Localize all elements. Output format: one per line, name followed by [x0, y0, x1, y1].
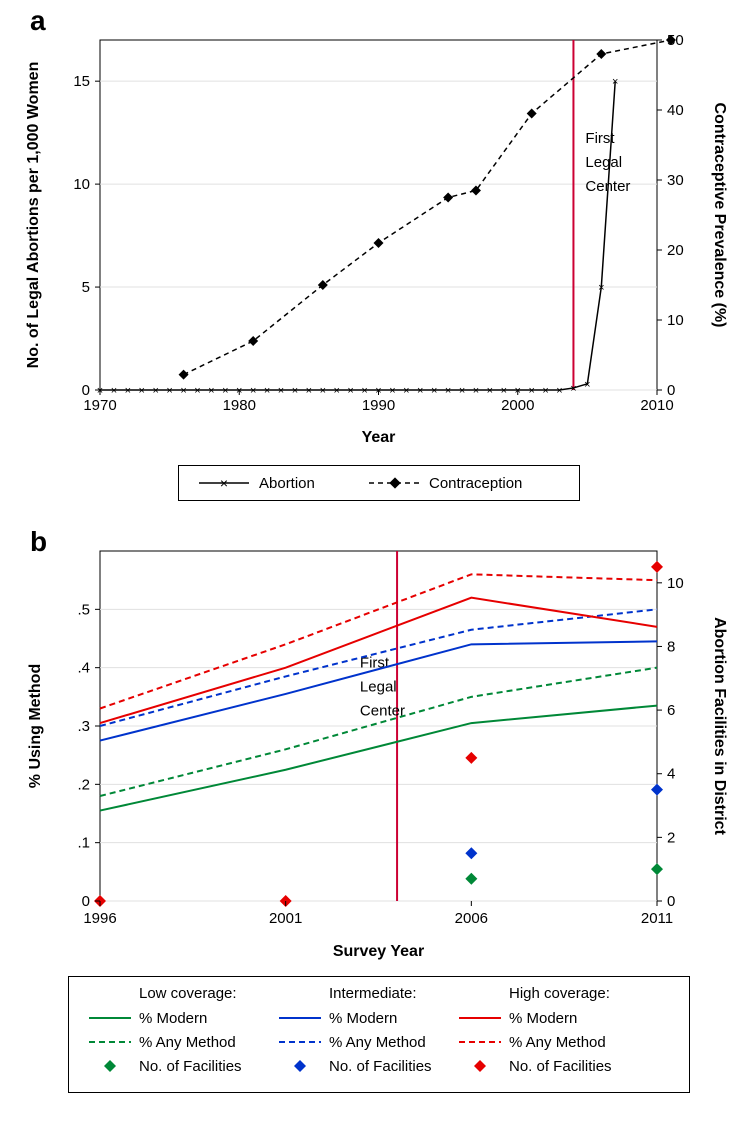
svg-text:10: 10 [73, 176, 90, 193]
svg-text:0: 0 [667, 382, 675, 399]
svg-text:Abortion: Abortion [259, 475, 315, 492]
svg-text:0: 0 [667, 893, 675, 910]
svg-text:4: 4 [667, 766, 675, 783]
svg-text:×: × [528, 385, 534, 397]
svg-text:1996: 1996 [83, 910, 116, 927]
svg-text:10: 10 [667, 575, 684, 592]
svg-text:×: × [612, 76, 618, 88]
svg-text:Legal: Legal [585, 154, 622, 171]
svg-text:30: 30 [667, 172, 684, 189]
svg-text:Intermediate:: Intermediate: [329, 985, 417, 1002]
svg-text:×: × [361, 385, 367, 397]
svg-text:×: × [389, 385, 395, 397]
svg-text:×: × [180, 385, 186, 397]
svg-text:2000: 2000 [501, 397, 534, 414]
svg-text:×: × [292, 385, 298, 397]
svg-text:×: × [139, 385, 145, 397]
svg-text:High coverage:: High coverage: [509, 985, 610, 1002]
svg-text:0: 0 [82, 893, 90, 910]
svg-text:% Using Method: % Using Method [27, 664, 44, 788]
svg-text:.4: .4 [77, 660, 90, 677]
svg-text:20: 20 [667, 242, 684, 259]
svg-text:1970: 1970 [83, 397, 116, 414]
svg-text:0: 0 [82, 382, 90, 399]
svg-text:×: × [320, 385, 326, 397]
svg-text:1980: 1980 [223, 397, 256, 414]
svg-text:8: 8 [667, 638, 675, 655]
svg-text:×: × [306, 385, 312, 397]
svg-text:No. of Facilities: No. of Facilities [509, 1058, 612, 1075]
svg-text:×: × [222, 385, 228, 397]
svg-text:×: × [152, 385, 158, 397]
svg-text:40: 40 [667, 102, 684, 119]
svg-text:1990: 1990 [362, 397, 395, 414]
panel-a-label: a [30, 5, 46, 37]
svg-text:×: × [417, 385, 423, 397]
svg-text:×: × [487, 385, 493, 397]
svg-text:×: × [431, 385, 437, 397]
panel-b: b FirstLegalCenter1996200120062011Survey… [10, 531, 737, 1103]
svg-text:×: × [473, 385, 479, 397]
svg-text:Survey Year: Survey Year [333, 943, 424, 960]
svg-text:×: × [570, 383, 576, 395]
svg-text:×: × [166, 385, 172, 397]
svg-text:×: × [334, 385, 340, 397]
svg-text:No. of Legal Abortions per 1,0: No. of Legal Abortions per 1,000 Women [25, 62, 42, 369]
svg-text:2010: 2010 [640, 397, 673, 414]
svg-text:×: × [125, 385, 131, 397]
svg-text:2011: 2011 [641, 910, 673, 927]
legend-a: × Abortion Contraception [178, 465, 580, 501]
svg-text:×: × [264, 385, 270, 397]
svg-text:×: × [556, 385, 562, 397]
svg-text:Abortion Facilities in Distric: Abortion Facilities in District [711, 617, 727, 835]
svg-text:×: × [584, 379, 590, 391]
svg-text:.1: .1 [77, 835, 90, 852]
svg-text:% Any Method: % Any Method [329, 1034, 426, 1051]
svg-text:×: × [347, 385, 353, 397]
legend-b: Low coverage: Intermediate: High coverage:… [68, 976, 690, 1093]
svg-text:×: × [403, 385, 409, 397]
chart-a-svg: FirstLegalCenter××××××××××××××××××××××××… [10, 10, 727, 460]
svg-text:×: × [598, 282, 604, 294]
svg-text:Contraception: Contraception [429, 475, 522, 492]
panel-a: a FirstLegalCenter××××××××××××××××××××××… [10, 10, 737, 511]
svg-text:5: 5 [82, 279, 90, 296]
svg-text:.3: .3 [77, 718, 90, 735]
svg-text:Center: Center [360, 703, 405, 720]
svg-text:×: × [501, 385, 507, 397]
svg-text:% Modern: % Modern [139, 1010, 207, 1027]
svg-text:.2: .2 [77, 776, 90, 793]
svg-text:2006: 2006 [455, 910, 488, 927]
svg-text:% Modern: % Modern [509, 1010, 577, 1027]
svg-text:Legal: Legal [360, 679, 397, 696]
svg-text:% Modern: % Modern [329, 1010, 397, 1027]
svg-text:×: × [459, 385, 465, 397]
svg-text:No. of Facilities: No. of Facilities [139, 1058, 242, 1075]
svg-text:×: × [208, 385, 214, 397]
svg-text:.5: .5 [77, 601, 90, 618]
panel-b-label: b [30, 526, 47, 558]
svg-text:×: × [111, 385, 117, 397]
svg-text:Contraceptive Prevalence (%): Contraceptive Prevalence (%) [711, 103, 727, 328]
svg-text:×: × [278, 385, 284, 397]
svg-text:×: × [445, 385, 451, 397]
svg-text:2001: 2001 [269, 910, 302, 927]
svg-text:×: × [250, 385, 256, 397]
svg-text:Year: Year [362, 429, 396, 446]
svg-text:No. of Facilities: No. of Facilities [329, 1058, 432, 1075]
svg-text:×: × [219, 475, 227, 491]
svg-text:Low coverage:: Low coverage: [139, 985, 237, 1002]
svg-text:10: 10 [667, 312, 684, 329]
chart-b-svg: FirstLegalCenter1996200120062011Survey Y… [10, 531, 727, 971]
svg-text:×: × [194, 385, 200, 397]
svg-text:% Any Method: % Any Method [139, 1034, 236, 1051]
svg-text:15: 15 [73, 73, 90, 90]
svg-text:×: × [542, 385, 548, 397]
svg-text:2: 2 [667, 829, 675, 846]
svg-text:50: 50 [667, 32, 684, 49]
svg-text:6: 6 [667, 702, 675, 719]
svg-text:% Any Method: % Any Method [509, 1034, 606, 1051]
